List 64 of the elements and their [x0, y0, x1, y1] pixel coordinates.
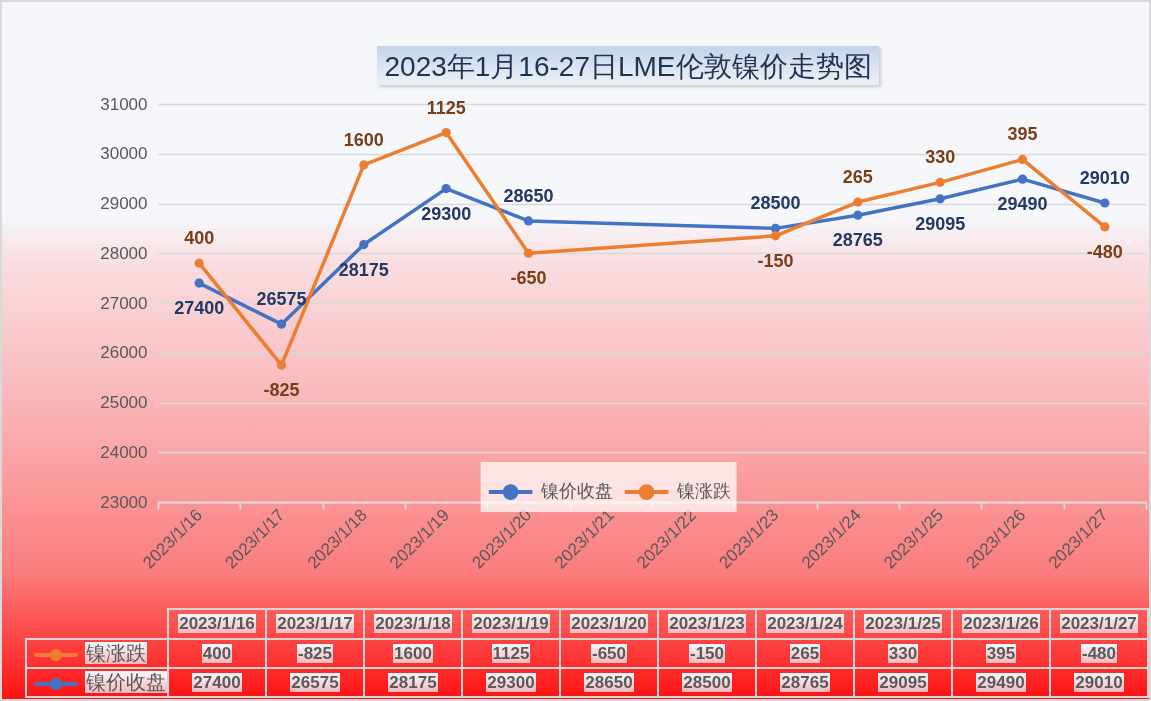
text: 29010: [1075, 672, 1123, 692]
annotation: 265: [842, 167, 873, 188]
text: 27400: [193, 672, 241, 692]
legend-label: 镍价收盘: [539, 481, 613, 502]
text: 2023/1/26: [963, 614, 1039, 633]
text: 28500: [683, 672, 731, 692]
text: 395: [986, 643, 1016, 663]
annotation: -650: [510, 268, 547, 289]
y-tick-label: 29000: [100, 194, 148, 213]
text: 2023/1/16: [179, 614, 255, 633]
text: 镍涨跌: [86, 642, 146, 664]
y-tick-label: 24000: [100, 442, 148, 462]
annotation: 330: [925, 147, 956, 168]
text: 28765: [781, 672, 829, 692]
text: 2023/1/20: [571, 614, 647, 633]
text: 400: [202, 643, 232, 663]
data-label: 28765: [832, 230, 883, 251]
data-label: 28500: [750, 193, 801, 214]
chart-title: 2023年1月16-27日LME伦敦镍价走势图: [384, 51, 872, 82]
y-tick-label: 25000: [100, 393, 148, 412]
annotation: 1600: [343, 129, 384, 150]
y-tick-label: 28000: [100, 243, 148, 263]
text: 28175: [389, 672, 437, 692]
text: 330: [888, 643, 918, 663]
text: 29300: [487, 672, 535, 692]
text: 2023/1/18: [375, 614, 451, 633]
text: 29095: [879, 672, 927, 692]
text: 28650: [585, 672, 633, 692]
text: 1600: [394, 643, 432, 663]
annotation: -480: [1086, 241, 1123, 262]
annotation: -150: [757, 250, 794, 271]
y-tick-label: 30000: [100, 144, 148, 164]
data-label: 28650: [503, 185, 554, 206]
data-label: 26575: [256, 289, 307, 310]
text: 29490: [977, 672, 1025, 692]
data-label: 29300: [421, 203, 472, 224]
text: 2023/1/23: [669, 614, 745, 633]
text: 2023/1/24: [767, 614, 843, 633]
text: -825: [297, 643, 333, 663]
text: 2023/1/27: [1061, 614, 1137, 633]
text: 镍价收盘: [86, 671, 166, 693]
text: 265: [790, 643, 820, 663]
annotation: -825: [263, 380, 300, 401]
text: 2023/1/25: [865, 614, 941, 633]
data-label: 27400: [174, 298, 225, 319]
annotation: 1125: [426, 97, 466, 118]
text: 2023/1/19: [473, 614, 549, 633]
legend-label: 镍涨跌: [675, 481, 731, 502]
data-label: 28175: [338, 259, 389, 280]
y-tick-label: 23000: [100, 492, 148, 512]
data-label: 29010: [1079, 168, 1130, 188]
y-tick-label: 26000: [100, 343, 148, 363]
text: -650: [591, 643, 627, 663]
data-label: 29490: [997, 194, 1048, 215]
text: 1125: [492, 643, 530, 663]
data-label: 29095: [915, 213, 966, 234]
text: -480: [1081, 643, 1117, 663]
text: 2023/1/17: [277, 614, 353, 633]
annotation: 395: [1007, 124, 1038, 145]
text: 26575: [291, 672, 339, 692]
annotation: 400: [184, 228, 215, 249]
text: -150: [689, 643, 725, 663]
y-tick-label: 27000: [100, 293, 148, 313]
y-tick-label: 31000: [100, 94, 148, 114]
